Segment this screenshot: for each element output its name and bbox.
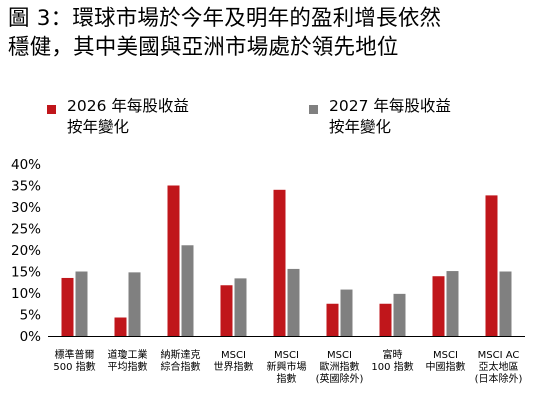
legend-swatch-2027 [309, 105, 318, 114]
bar-2027 [393, 293, 406, 336]
bar-2026 [61, 277, 74, 336]
x-category-label-line: 歐洲指數 [320, 360, 360, 373]
x-category-label: 富時 100 指數 [371, 348, 413, 373]
x-category-label: 道瓊工業平均指數 [108, 348, 148, 373]
x-category-label-line: 富時 [383, 348, 403, 361]
bar-2027 [75, 271, 88, 336]
x-category-label-line: 中國指數 [426, 360, 466, 373]
bar-2027 [128, 272, 141, 336]
x-category-label: MSCI AC 亞太地區(日本除外) [475, 350, 523, 385]
legend-label-2026-line-2: 按年變化 [67, 118, 130, 136]
x-category-label-line: 標準普爾 [55, 348, 95, 361]
y-tick-label: 25% [11, 222, 41, 238]
x-category-label: MSCI 中國指數 [426, 350, 466, 373]
x-category-label-line: MSCI AC [478, 350, 520, 361]
y-tick-label: 30% [11, 200, 41, 216]
bar-2026 [326, 303, 339, 336]
legend-item-2027: 2027 年每股收益 按年變化 [309, 96, 451, 138]
x-category-label-line: MSCI [274, 350, 299, 361]
bar-2026 [273, 189, 286, 336]
chart-title-line-2: 穩健，其中美國與亞洲市場處於領先地位 [8, 35, 399, 60]
legend-label-2027-line-2: 按年變化 [329, 118, 392, 136]
x-category-label-line: 平均指數 [108, 360, 148, 373]
legend-label-2026: 2026 年每股收益 按年變化 [67, 96, 189, 138]
bar-2027 [234, 278, 247, 336]
x-category-label-line: 道瓊工業 [108, 348, 148, 361]
bar-2026 [114, 317, 127, 336]
y-tick-label: 35% [11, 179, 41, 195]
x-category-label-line: 新興市場 [267, 360, 307, 373]
legend-label-2027-line-1: 2027 年每股收益 [329, 97, 451, 115]
x-category-label-line: MSCI [221, 350, 246, 361]
y-tick-label: 5% [20, 308, 42, 324]
x-category-label-line: 亞太地區 [479, 360, 519, 373]
x-category-label-line: 世界指數 [214, 360, 254, 373]
bar-2027 [181, 245, 194, 336]
y-tick-label: 20% [11, 243, 41, 259]
bar-2027 [446, 271, 459, 336]
legend-swatch-2026 [47, 105, 56, 114]
bar-2027 [287, 268, 300, 336]
chart-title: 圖 3：環球市場於今年及明年的盈利增長依然 穩健，其中美國與亞洲市場處於領先地位 [8, 4, 530, 62]
legend-item-2026: 2026 年每股收益 按年變化 [47, 96, 189, 138]
x-category-label-line: 納斯達克 [161, 348, 201, 361]
x-category-label: 納斯達克綜合指數 [161, 348, 201, 373]
x-category-label-line: 100 指數 [371, 360, 413, 373]
x-category-label-line: (英國除外) [316, 372, 364, 385]
x-category-label: MSCI 世界指數 [214, 350, 254, 373]
x-category-label-line: (日本除外) [475, 372, 523, 385]
y-tick-label: 10% [11, 286, 41, 302]
x-category-label: 標準普爾 500 指數 [53, 348, 95, 373]
x-category-label-line: 500 指數 [53, 360, 95, 373]
x-category-label-line: MSCI [327, 350, 352, 361]
bar-2026 [379, 303, 392, 336]
y-tick-label: 15% [11, 265, 41, 281]
legend-label-2026-line-1: 2026 年每股收益 [67, 97, 189, 115]
bar-2027 [340, 289, 353, 336]
x-category-label-line: MSCI [433, 350, 458, 361]
x-category-label-line: 指數 [277, 372, 297, 385]
bar-2026 [485, 195, 498, 336]
chart-title-line-1: 圖 3：環球市場於今年及明年的盈利增長依然 [8, 6, 442, 31]
x-category-label: MSCI 歐洲指數(英國除外) [316, 350, 364, 385]
y-tick-label: 0% [20, 329, 42, 345]
bar-2026 [220, 285, 233, 336]
legend-label-2027: 2027 年每股收益 按年變化 [329, 96, 451, 138]
bar-2026 [167, 185, 180, 336]
x-category-label: MSCI 新興市場指數 [267, 350, 307, 385]
bar-2027 [499, 271, 512, 336]
bar-2026 [432, 276, 445, 336]
x-category-label-line: 綜合指數 [161, 360, 201, 373]
y-tick-label: 40% [11, 157, 41, 173]
